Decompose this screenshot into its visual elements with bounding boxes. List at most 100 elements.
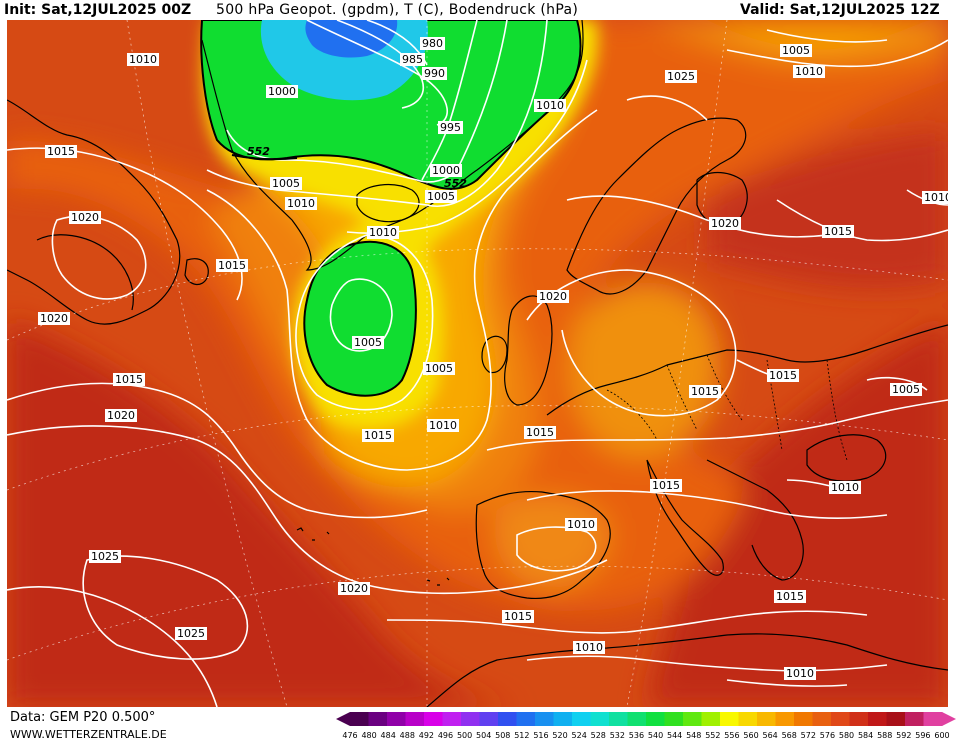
isobar-label-1015-west-text: 1015 bbox=[47, 145, 75, 158]
isobar-label-1005-ne: 1005 bbox=[890, 383, 922, 396]
colorbar-swatch bbox=[590, 712, 610, 726]
isobar-label-1015-west: 1015 bbox=[45, 145, 77, 158]
colorbar-tick-label: 560 bbox=[743, 731, 758, 740]
ireland-coast bbox=[481, 335, 508, 374]
isobar-label-1005-east-box bbox=[780, 44, 812, 57]
colorbar-tick-label: 532 bbox=[610, 731, 625, 740]
isobar-label-1015-labrador-text: 1015 bbox=[218, 259, 246, 272]
isobar-label-1010-balkan: 1010 bbox=[829, 481, 861, 494]
colorbar-swatch bbox=[812, 712, 832, 726]
colorbar-swatch bbox=[849, 712, 869, 726]
isobar-label-1005-low-text: 1005 bbox=[354, 336, 382, 349]
isobar-label-1015-labrador-box bbox=[216, 259, 248, 272]
green-low-atlantic bbox=[303, 240, 417, 397]
colorbar-swatch bbox=[424, 712, 443, 726]
isobar-label-1020-sw-box bbox=[38, 312, 70, 325]
colorbar-tick-label: 556 bbox=[724, 731, 739, 740]
isobar-label-1015-west-box bbox=[45, 145, 77, 158]
isobar-label-1010-nw-text: 1010 bbox=[129, 53, 157, 66]
geopotential-label-552-greenland-text: 552 bbox=[247, 145, 270, 158]
isobar-label-1025-scand-text: 1025 bbox=[667, 70, 695, 83]
isobar-label-1000-greenland-box bbox=[266, 85, 298, 98]
isobar-label-1005-ne-box bbox=[890, 383, 922, 396]
isobar-label-1010-se: 1010 bbox=[784, 667, 816, 680]
colorbar-swatch bbox=[886, 712, 906, 726]
isobar-label-1015-sw-text: 1015 bbox=[115, 373, 143, 386]
isobar-label-980-text: 980 bbox=[422, 37, 443, 50]
isobar-label-1015-se-text: 1015 bbox=[776, 590, 804, 603]
grid-lat-1 bbox=[7, 248, 948, 341]
isobar-label-1000-iceland-text: 1000 bbox=[432, 164, 460, 177]
colorbar-tick-label: 524 bbox=[572, 731, 587, 740]
colorbar-swatch bbox=[350, 712, 369, 726]
init-time: Init: Sat,12JUL2025 00Z bbox=[4, 2, 192, 18]
colorbar-tick-label: 496 bbox=[438, 731, 453, 740]
isobar-label-1005-low-box bbox=[352, 336, 384, 349]
isobar-label-1020-west-text: 1020 bbox=[71, 211, 99, 224]
isobar-label-1010-iceland-box bbox=[534, 99, 566, 112]
colorbar-swatch bbox=[609, 712, 628, 726]
isobar-label-1025-south-box bbox=[175, 627, 207, 640]
lat-lon-grid bbox=[7, 20, 948, 707]
colorbar-swatch bbox=[479, 712, 499, 726]
isobar-1020-azores bbox=[7, 586, 218, 707]
colorbar-swatch bbox=[905, 712, 924, 726]
balkan-coast bbox=[706, 459, 804, 581]
isobar-label-1010-canada-text: 1010 bbox=[287, 197, 315, 210]
isobar-label-1025-azores-box bbox=[89, 550, 121, 563]
isobar-1025-scandinavia bbox=[626, 95, 708, 121]
isobar-label-985-box bbox=[400, 53, 425, 66]
geopotential-552 bbox=[231, 154, 298, 161]
isobar-label-1010-east-text: 1010 bbox=[924, 191, 948, 204]
isobar-label-1005-east: 1005 bbox=[780, 44, 812, 57]
isobar-label-1010-low: 1010 bbox=[367, 226, 399, 239]
colorbar-swatch bbox=[498, 712, 517, 726]
colorbar-swatch bbox=[831, 712, 850, 726]
colorbar-swatch bbox=[757, 712, 776, 726]
colorbar-swatch bbox=[738, 712, 758, 726]
iceland-coast bbox=[356, 183, 420, 223]
isobar-label-1005-atlantic-text: 1005 bbox=[427, 190, 455, 203]
isobar-label-1015-britain-box bbox=[524, 426, 556, 439]
colorbar-swatch bbox=[775, 712, 795, 726]
colorbar-tick-label: 500 bbox=[457, 731, 472, 740]
isobar-label-1010-low-text: 1010 bbox=[369, 226, 397, 239]
colorbar-swatch bbox=[923, 712, 943, 726]
isobar-label-1020-west-box bbox=[69, 211, 101, 224]
isobar-label-1010-mid: 1010 bbox=[427, 419, 459, 432]
isobar-label-1010-canada-box bbox=[285, 197, 317, 210]
isobar-label-1010-east: 1010 bbox=[922, 191, 948, 204]
isobar-label-1000-iceland: 1000 bbox=[430, 164, 462, 177]
isobar-label-1015-britain: 1015 bbox=[524, 426, 556, 439]
colorbar-swatch bbox=[701, 712, 721, 726]
isobar-label-1015-ukraine: 1015 bbox=[767, 369, 799, 382]
colorbar-swatch bbox=[720, 712, 739, 726]
africa-coast bbox=[426, 633, 948, 707]
isobar-1010-africa bbox=[526, 655, 888, 672]
border-2 bbox=[666, 364, 698, 431]
isobar-1005-se bbox=[866, 376, 928, 391]
isobar-label-1015-med-box bbox=[650, 479, 682, 492]
isobar-label-1005-canada-box bbox=[270, 177, 302, 190]
isobar-label-1020-north-sea-box bbox=[537, 290, 569, 303]
deep-red-northeast bbox=[707, 130, 948, 289]
isobar-label-1010-africa: 1010 bbox=[573, 641, 605, 654]
colorbar-tick-label: 592 bbox=[896, 731, 911, 740]
canada-coast bbox=[7, 99, 181, 325]
isobar-label-1005-south-iceland-box bbox=[423, 362, 455, 375]
isobar-label-1015-sw-box bbox=[113, 373, 145, 386]
colorbar-swatch bbox=[516, 712, 536, 726]
isobar-label-1015-central-text: 1015 bbox=[691, 385, 719, 398]
colorbar-swatch bbox=[368, 712, 388, 726]
colorbar-swatch bbox=[627, 712, 647, 726]
colorbar-arrow-max bbox=[942, 712, 956, 726]
isobar-label-990-box bbox=[422, 67, 447, 80]
colorbar-swatch bbox=[535, 712, 554, 726]
colorbar-swatch bbox=[646, 712, 665, 726]
colorbar-swatch bbox=[868, 712, 887, 726]
colorbar-swatch bbox=[405, 712, 425, 726]
colorbar-swatch bbox=[387, 712, 406, 726]
colorbar-tick-label: 580 bbox=[839, 731, 854, 740]
